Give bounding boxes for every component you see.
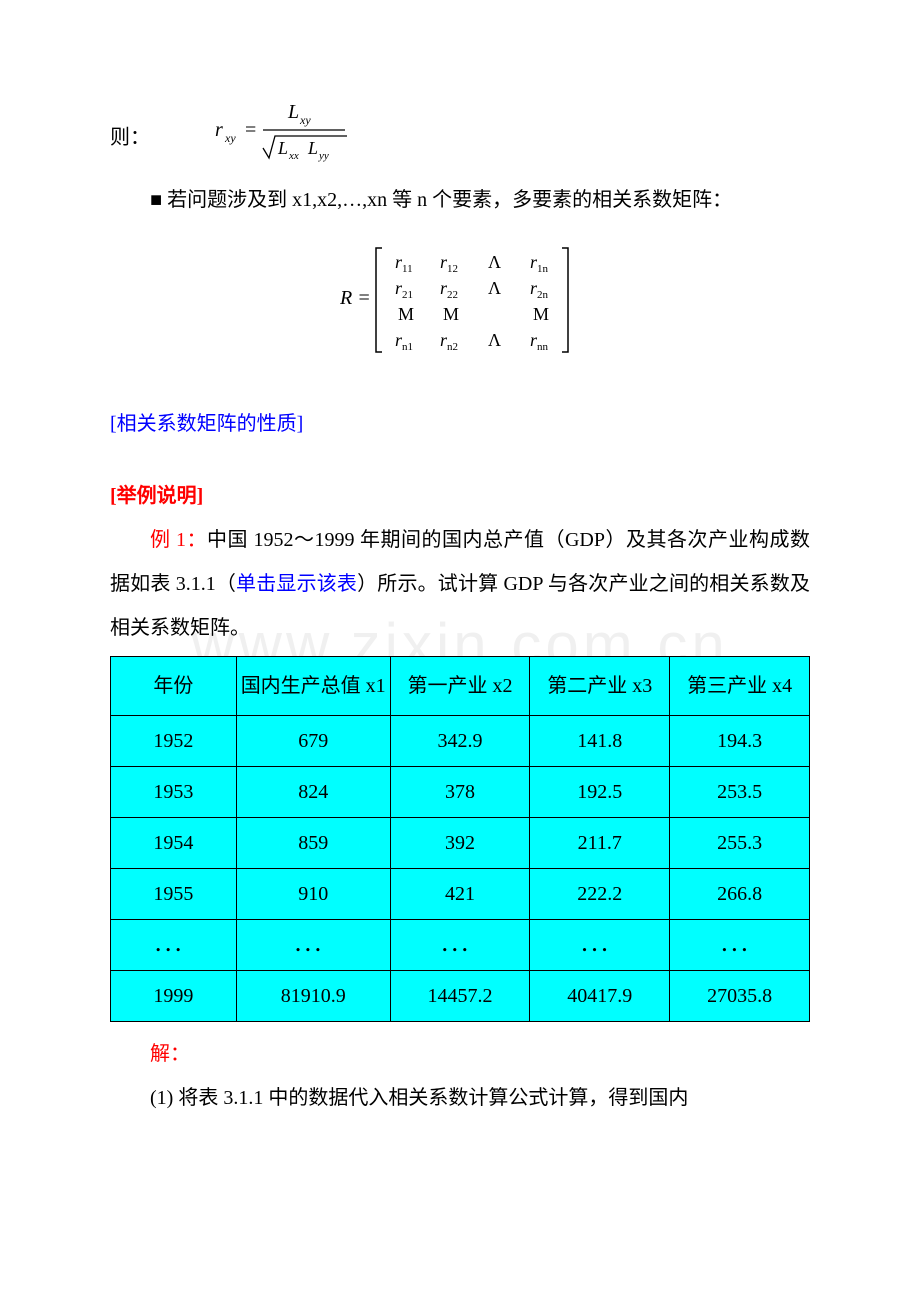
f-den-b: L [307,138,318,158]
properties-link[interactable]: [相关系数矩阵的性质] [110,413,303,435]
heading-example: [举例说明] [110,474,810,518]
f-eq: = [245,119,256,141]
svg-text:rnn: rnn [530,330,549,353]
col-x3: 第二产业 x3 [530,657,670,716]
table-row: ．．． ．．． ．．． ．．． ．．． [111,920,810,971]
matrix-lhs: R = [340,287,371,309]
svg-text:r21: r21 [395,278,413,301]
svg-text:rn2: rn2 [440,330,458,353]
f-num-sub: xy [299,113,311,127]
show-table-link[interactable]: 单击显示该表 [236,573,357,595]
heading-properties: [相关系数矩阵的性质] [110,402,810,446]
col-x2: 第一产业 x2 [390,657,530,716]
table-row: 1955 910 421 222.2 266.8 [111,869,810,920]
f-num: L [287,101,299,123]
svg-text:r1n: r1n [530,252,549,275]
example1-label: 例 1： [150,529,207,551]
svg-text:M: M [443,304,459,324]
svg-text:r22: r22 [440,278,458,301]
col-year: 年份 [111,657,237,716]
svg-text:r12: r12 [440,252,458,275]
solution-label-line: 解： [110,1032,810,1076]
svg-text:Λ: Λ [488,330,501,350]
svg-text:M: M [398,304,414,324]
table-body: 1952 679 342.9 141.8 194.3 1953 824 378 … [111,716,810,1022]
svg-text:r11: r11 [395,252,413,275]
table-row: 1954 859 392 211.7 255.3 [111,818,810,869]
svg-text:M: M [533,304,549,324]
formula-rxy-line: 则： r xy = L xy L xx L yy [110,100,810,178]
svg-text:r2n: r2n [530,278,549,301]
f-den-b-sub: yy [318,150,329,162]
table-row: 1999 81910.9 14457.2 40417.9 27035.8 [111,971,810,1022]
multi-factor-paragraph: ■ 若问题涉及到 x1,x2,…,xn 等 n 个要素，多要素的相关系数矩阵： [110,178,810,222]
document-page: 则： r xy = L xy L xx L yy ■ 若问题涉及到 x1,x2,… [0,0,920,1180]
formula-label: 则： [110,127,150,149]
gdp-table: 年份 国内生产总值 x1 第一产业 x2 第二产业 x3 第三产业 x4 195… [110,656,810,1022]
table-header-row: 年份 国内生产总值 x1 第一产业 x2 第二产业 x3 第三产业 x4 [111,657,810,716]
formula-rxy: r xy = L xy L xx L yy [215,100,365,178]
example1-paragraph: 例 1：中国 1952～1999 年期间的国内总产值（GDP）及其各次产业构成数… [110,518,810,650]
col-gdp-x1: 国内生产总值 x1 [236,657,390,716]
f-den-a: L [277,138,288,158]
f-lhs-sub: xy [224,131,236,145]
f-lhs: r [215,119,223,141]
svg-text:Λ: Λ [488,252,501,272]
solution-text: (1) 将表 3.1.1 中的数据代入相关系数计算公式计算，得到国内 [110,1076,810,1120]
matrix-R: R = r11 r12 Λ r1n r21 r22 Λ r2n M M M rn… [110,240,810,376]
svg-text:Λ: Λ [488,278,501,298]
col-x4: 第三产业 x4 [670,657,810,716]
table-row: 1952 679 342.9 141.8 194.3 [111,716,810,767]
table-row: 1953 824 378 192.5 253.5 [111,767,810,818]
f-den-a-sub: xx [288,150,299,162]
svg-text:rn1: rn1 [395,330,413,353]
